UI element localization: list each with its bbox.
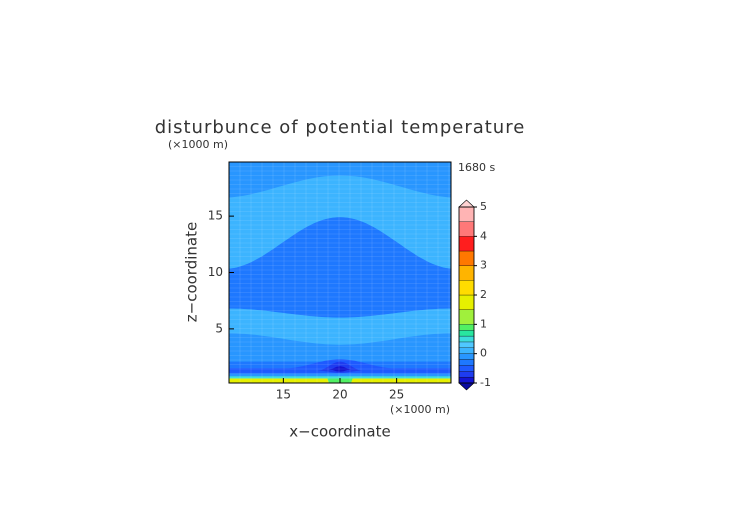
colorbar-bin xyxy=(458,324,475,331)
colorbar-tick-label: 2 xyxy=(480,288,487,301)
colorbar-over xyxy=(458,199,475,208)
colorbar-tick-label: 0 xyxy=(480,347,487,360)
contour-region xyxy=(229,217,451,318)
colorbar-bin xyxy=(458,250,475,266)
colorbar-bin xyxy=(458,330,475,337)
colorbar-tick-label: -1 xyxy=(480,376,491,389)
y-tick-label: 15 xyxy=(208,209,223,223)
colorbar-bin xyxy=(458,341,475,348)
x-tick-label: 20 xyxy=(332,388,347,402)
colorbar-bin xyxy=(458,335,475,343)
contour-region xyxy=(229,366,451,372)
x-tick-label: 15 xyxy=(276,388,291,402)
chart-title: disturbunce of potential temperature xyxy=(155,117,526,138)
contour-region xyxy=(229,175,451,269)
x-tick-label: 25 xyxy=(389,388,404,402)
colorbar-under xyxy=(458,382,475,391)
colorbar-bin xyxy=(458,236,475,252)
contour-region xyxy=(229,308,451,345)
colorbar-bin xyxy=(458,376,475,384)
contour-region xyxy=(350,378,451,383)
colorbar-bin xyxy=(458,294,475,310)
colorbar-tick-label: 4 xyxy=(480,229,487,242)
colorbar-bin xyxy=(458,365,475,372)
y-axis-label: z−coordinate xyxy=(183,222,201,322)
colorbar-bin xyxy=(458,280,475,296)
contour-region xyxy=(229,378,330,383)
x-axis-label: x−coordinate xyxy=(289,423,390,441)
x-unit: (×1000 m) xyxy=(390,403,450,416)
colorbar-tick-label: 3 xyxy=(480,259,487,272)
colorbar-tick-label: 5 xyxy=(480,200,487,213)
y-tick-label: 5 xyxy=(215,321,223,335)
colorbar-bin xyxy=(458,359,475,366)
time-label: 1680 s xyxy=(458,161,495,174)
colorbar-bin xyxy=(458,371,475,378)
colorbar-bin xyxy=(458,353,475,360)
field xyxy=(229,162,451,383)
colorbar-bin xyxy=(458,309,475,325)
y-unit: (×1000 m) xyxy=(168,138,228,151)
colorbar-bin xyxy=(458,265,475,281)
colorbar-bin xyxy=(458,206,475,222)
y-tick-label: 10 xyxy=(208,265,223,279)
colorbar-tick-label: 1 xyxy=(480,317,487,330)
colorbar-bin xyxy=(458,221,475,237)
colorbar-bin xyxy=(458,347,475,354)
